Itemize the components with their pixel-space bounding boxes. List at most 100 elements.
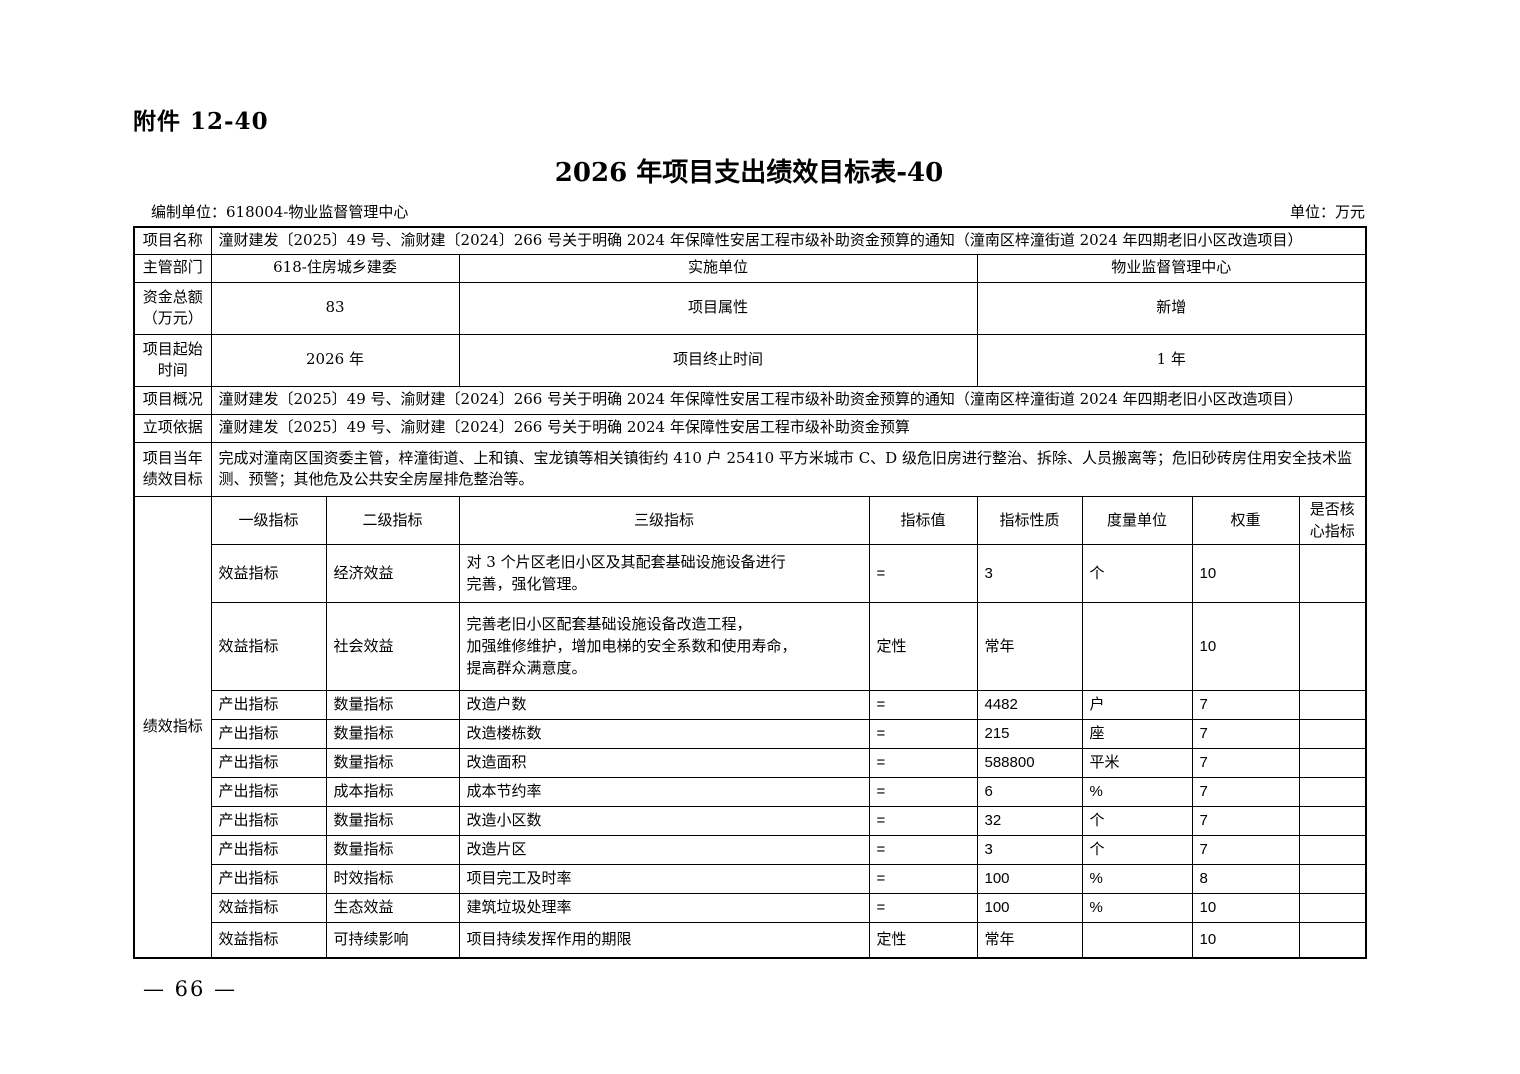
- performance-target-table: 项目名称 潼财建发〔2025〕49 号、渝财建〔2024〕266 号关于明确 2…: [133, 226, 1368, 959]
- indicator-row: 效益指标 生态效益 建筑垃圾处理率 = 100 % 10: [134, 893, 1367, 924]
- cell-level3: 改造楼栋数: [458, 719, 870, 750]
- cell-nature: 32: [976, 806, 1083, 837]
- annual-goal-label: 项目当年 绩效目标: [133, 441, 212, 497]
- cell-value: =: [868, 748, 978, 779]
- cell-level2: 社会效益: [325, 602, 460, 692]
- project-name-row: 项目名称 潼财建发〔2025〕49 号、渝财建〔2024〕266 号关于明确 2…: [133, 226, 1367, 255]
- cell-value: 定性: [868, 922, 978, 959]
- cell-weight: 10: [1191, 602, 1300, 692]
- cell-core: [1298, 864, 1367, 895]
- cell-nature: 588800: [976, 748, 1083, 779]
- cell-unit: %: [1081, 864, 1193, 895]
- cell-level1: 效益指标: [210, 893, 327, 924]
- budget-value: 83: [210, 281, 460, 335]
- start-time-value: 2026 年: [210, 333, 460, 387]
- end-time-label: 项目终止时间: [458, 333, 978, 387]
- cell-level2: 时效指标: [325, 864, 460, 895]
- cell-level2: 数量指标: [325, 719, 460, 750]
- prepared-by-label: 编制单位：618004-物业监督管理中心: [151, 203, 409, 221]
- header-weight: 权重: [1191, 495, 1300, 546]
- cell-nature: 3: [976, 835, 1083, 866]
- indicator-header-row: 绩效指标 一级指标 二级指标 三级指标 指标值 指标性质 度量单位 权重 是否核…: [133, 495, 1367, 959]
- cell-level3: 完善老旧小区配套基础设施设备改造工程， 加强维修维护，增加电梯的安全系数和使用寿…: [458, 602, 870, 692]
- overview-row: 项目概况 潼财建发〔2025〕49 号、渝财建〔2024〕266 号关于明确 2…: [133, 385, 1367, 415]
- cell-value: =: [868, 806, 978, 837]
- cell-core: [1298, 719, 1367, 750]
- cell-level1: 效益指标: [210, 602, 327, 692]
- project-attr-value: 新增: [976, 281, 1367, 335]
- cell-value: 定性: [868, 602, 978, 692]
- indicator-row: 效益指标 社会效益 完善老旧小区配套基础设施设备改造工程， 加强维修维护，增加电…: [134, 602, 1367, 692]
- cell-unit: 户: [1081, 690, 1193, 721]
- cell-unit: 座: [1081, 719, 1193, 750]
- cell-level3: 建筑垃圾处理率: [458, 893, 870, 924]
- cell-nature: 常年: [976, 922, 1083, 959]
- cell-level2: 数量指标: [325, 806, 460, 837]
- header-value: 指标值: [868, 495, 978, 546]
- cell-value: =: [868, 893, 978, 924]
- header-level3: 三级指标: [458, 495, 870, 546]
- impl-unit-label: 实施单位: [458, 253, 978, 283]
- indicator-row: 效益指标 可持续影响 项目持续发挥作用的期限 定性 常年 10: [134, 922, 1367, 959]
- cell-weight: 10: [1191, 922, 1300, 959]
- budget-row: 资金总额 （万元） 83 项目属性 新增: [133, 281, 1367, 335]
- cell-level1: 产出指标: [210, 864, 327, 895]
- cell-level2: 可持续影响: [325, 922, 460, 959]
- cell-level1: 产出指标: [210, 690, 327, 721]
- cell-value: =: [868, 690, 978, 721]
- indicator-row: 产出指标 数量指标 改造小区数 = 32 个 7: [134, 806, 1367, 837]
- header-core: 是否核 心指标: [1298, 495, 1367, 546]
- cell-level1: 产出指标: [210, 806, 327, 837]
- basis-row: 立项依据 潼财建发〔2025〕49 号、渝财建〔2024〕266 号关于明确 2…: [133, 413, 1367, 443]
- cell-unit: %: [1081, 893, 1193, 924]
- cell-core: [1298, 922, 1367, 959]
- cell-nature: 3: [976, 544, 1083, 604]
- cell-core: [1298, 748, 1367, 779]
- indicator-section-label: 绩效指标: [133, 495, 212, 959]
- cell-level3: 项目完工及时率: [458, 864, 870, 895]
- cell-nature: 100: [976, 893, 1083, 924]
- cell-level2: 数量指标: [325, 690, 460, 721]
- cell-core: [1298, 602, 1367, 692]
- indicator-row: 产出指标 时效指标 项目完工及时率 = 100 % 8: [134, 864, 1367, 895]
- indicator-row: 产出指标 数量指标 改造面积 = 588800 平米 7: [134, 748, 1367, 779]
- document-page: 附件 12-40 2026 年项目支出绩效目标表-40 编制单位：618004-…: [133, 0, 1368, 1001]
- meta-row: 编制单位：618004-物业监督管理中心 单位：万元: [133, 201, 1365, 222]
- cell-core: [1298, 777, 1367, 808]
- cell-level1: 效益指标: [210, 922, 327, 959]
- cell-nature: 常年: [976, 602, 1083, 692]
- cell-weight: 7: [1191, 806, 1300, 837]
- cell-level2: 经济效益: [325, 544, 460, 604]
- cell-level1: 产出指标: [210, 777, 327, 808]
- cell-value: =: [868, 719, 978, 750]
- cell-level2: 成本指标: [325, 777, 460, 808]
- indicator-row: 产出指标 数量指标 改造片区 = 3 个 7: [134, 835, 1367, 866]
- cell-level3: 改造片区: [458, 835, 870, 866]
- cell-level3: 改造小区数: [458, 806, 870, 837]
- cell-weight: 10: [1191, 893, 1300, 924]
- cell-value: =: [868, 544, 978, 604]
- page-title: 2026 年项目支出绩效目标表-40: [554, 158, 944, 188]
- basis-value: 潼财建发〔2025〕49 号、渝财建〔2024〕266 号关于明确 2024 年…: [210, 413, 1367, 443]
- cell-core: [1298, 544, 1367, 604]
- cell-weight: 8: [1191, 864, 1300, 895]
- cell-level2: 数量指标: [325, 835, 460, 866]
- indicator-row: 产出指标 数量指标 改造楼栋数 = 215 座 7: [134, 719, 1367, 750]
- cell-weight: 7: [1191, 719, 1300, 750]
- cell-level3: 改造户数: [458, 690, 870, 721]
- cell-unit: %: [1081, 777, 1193, 808]
- cell-unit: 个: [1081, 806, 1193, 837]
- cell-unit: [1081, 922, 1193, 959]
- cell-weight: 10: [1191, 544, 1300, 604]
- end-time-value: 1 年: [976, 333, 1367, 387]
- dept-row: 主管部门 618-住房城乡建委 实施单位 物业监督管理中心: [133, 253, 1367, 283]
- cell-level1: 产出指标: [210, 748, 327, 779]
- indicator-row: 产出指标 数量指标 改造户数 = 4482 户 7: [134, 690, 1367, 721]
- impl-unit-value: 物业监督管理中心: [976, 253, 1367, 283]
- project-attr-label: 项目属性: [458, 281, 978, 335]
- indicator-row: 效益指标 经济效益 对 3 个片区老旧小区及其配套基础设施设备进行 完善，强化管…: [134, 544, 1367, 604]
- cell-level3: 对 3 个片区老旧小区及其配套基础设施设备进行 完善，强化管理。: [458, 544, 870, 604]
- cell-unit: 个: [1081, 544, 1193, 604]
- start-time-label: 项目起始 时间: [133, 333, 212, 387]
- cell-value: =: [868, 864, 978, 895]
